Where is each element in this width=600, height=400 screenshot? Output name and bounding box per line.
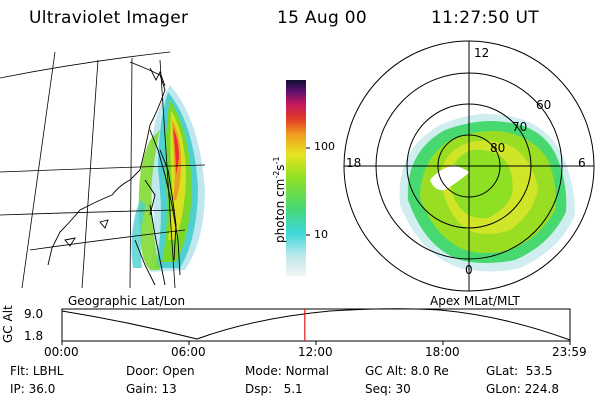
status-mode: Mode: Normal bbox=[245, 364, 329, 378]
polar-lat-80: 80 bbox=[490, 141, 506, 155]
map-projection-label: Geographic Lat/Lon bbox=[68, 294, 186, 308]
status-ip: IP: 36.0 bbox=[10, 382, 56, 396]
polar-mlt-18: 18 bbox=[346, 156, 362, 170]
polar-lat-70: 70 bbox=[512, 120, 528, 134]
orbit-altitude-curve bbox=[61, 308, 571, 341]
instrument-title: Ultraviolet Imager bbox=[29, 8, 189, 28]
polar-mlt-12: 12 bbox=[474, 46, 490, 60]
status-gc-altitude: GC Alt: 8.0 Re bbox=[365, 364, 449, 378]
polar-grid bbox=[343, 40, 595, 292]
orbit-time-tick: 23:59 bbox=[552, 345, 587, 359]
colorbar-tick-100: 100 bbox=[314, 140, 335, 153]
time-label: 11:27:50 UT bbox=[431, 8, 539, 28]
status-glat: GLat: 53.5 bbox=[486, 364, 553, 378]
orbit-time-tick: 06:00 bbox=[171, 345, 206, 359]
polar-lat-60: 60 bbox=[536, 98, 552, 112]
colorbar-tick-10: 10 bbox=[314, 228, 328, 241]
status-filter: Flt: LBHL bbox=[10, 364, 64, 378]
orbit-ymax: 9.0 bbox=[24, 307, 44, 321]
status-glon: GLon: 224.8 bbox=[486, 382, 559, 396]
colorbar-gradient bbox=[286, 80, 306, 276]
polar-mlt-6: 6 bbox=[578, 156, 586, 170]
orbit-ymin: 1.8 bbox=[24, 329, 44, 343]
polar-projection-label: Apex MLat/MLT bbox=[430, 294, 520, 308]
status-dsp: Dsp: 5.1 bbox=[245, 382, 303, 396]
orbit-time-tick: 12:00 bbox=[298, 345, 333, 359]
orbit-axis-label: GC Alt bbox=[1, 305, 15, 343]
date-label: 15 Aug 00 bbox=[277, 8, 367, 28]
status-sequence: Seq: 30 bbox=[365, 382, 411, 396]
orbit-time-tick: 00:00 bbox=[44, 345, 79, 359]
status-door: Door: Open bbox=[126, 364, 195, 378]
coastlines bbox=[47, 61, 181, 286]
polar-auroral-oval bbox=[399, 113, 575, 272]
status-gain: Gain: 13 bbox=[126, 382, 177, 396]
orbit-time-tick: 18:00 bbox=[425, 345, 460, 359]
polar-mlt-0: 0 bbox=[465, 263, 473, 277]
